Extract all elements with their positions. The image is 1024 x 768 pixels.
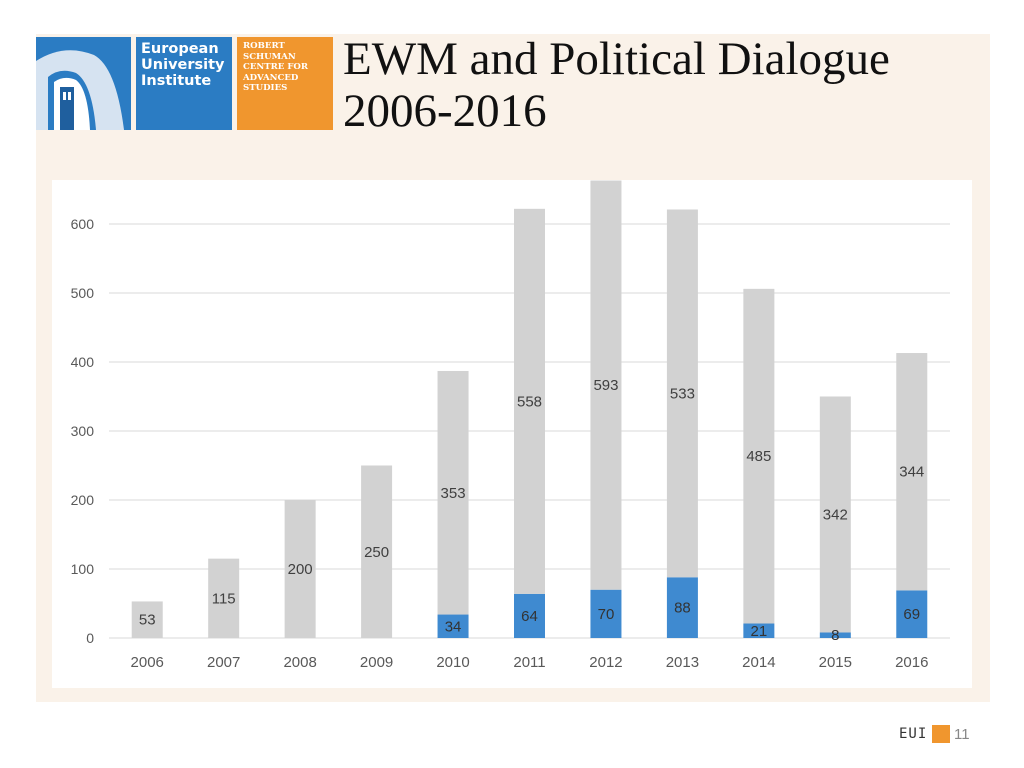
y-tick-label: 400 xyxy=(71,354,95,370)
y-tick-label: 500 xyxy=(71,285,95,301)
x-tick-label: 2009 xyxy=(360,654,393,671)
bar-ewm-2013 xyxy=(666,209,698,578)
y-tick-label: 600 xyxy=(71,216,95,232)
data-label-political-dialogue: 64 xyxy=(521,608,538,625)
bar-ewm-2010 xyxy=(437,370,469,615)
x-tick-label: 2011 xyxy=(513,654,545,671)
x-tick-label: 2012 xyxy=(589,654,622,671)
data-label-ewm: 250 xyxy=(364,544,389,561)
eui-logo: European University Institute xyxy=(136,37,232,130)
slide-title: EWM and Political Dialogue 2006-2016 xyxy=(343,33,890,137)
data-label-political-dialogue: 88 xyxy=(674,600,691,617)
data-label-ewm: 53 xyxy=(139,612,156,629)
data-label-political-dialogue: 70 xyxy=(598,606,615,623)
y-tick-label: 0 xyxy=(86,630,94,646)
x-tick-label: 2016 xyxy=(895,654,928,671)
x-tick-label: 2014 xyxy=(742,654,775,671)
bar-ewm-2009 xyxy=(361,465,393,638)
page-number: 11 xyxy=(954,726,970,743)
y-tick-label: 100 xyxy=(71,561,95,577)
x-tick-label: 2006 xyxy=(131,654,164,671)
data-label-ewm: 485 xyxy=(746,448,771,465)
bar-ewm-2011 xyxy=(514,208,545,594)
footer-orange-square xyxy=(932,725,950,743)
bar-ewm-2008 xyxy=(284,500,316,638)
data-label-ewm: 200 xyxy=(288,561,313,578)
bar-political-dialogue-2011 xyxy=(514,593,545,638)
rsc-logo-text: ROBERT SCHUMAN CENTRE FOR ADVANCED STUDI… xyxy=(243,41,309,93)
eui-logo-text: European University Institute xyxy=(141,41,225,89)
y-tick-label: 300 xyxy=(71,423,95,439)
bar-ewm-2007 xyxy=(208,558,240,638)
data-label-ewm: 558 xyxy=(517,393,542,410)
bar-ewm-2016 xyxy=(896,353,928,591)
data-label-ewm: 115 xyxy=(212,590,236,607)
data-label-ewm: 344 xyxy=(899,464,924,481)
footer-eui-mark: EUI xyxy=(899,726,928,742)
chart-area: 0 100 200 300 400 500 600 53 2006 115 2007 200 2008 2… xyxy=(52,180,972,688)
data-label-political-dialogue: 8 xyxy=(831,627,839,644)
data-label-political-dialogue: 21 xyxy=(751,623,768,640)
bar-ewm-2006 xyxy=(131,601,163,638)
bar-political-dialogue-2015 xyxy=(819,632,851,638)
x-tick-label: 2008 xyxy=(283,654,316,671)
data-label-political-dialogue: 34 xyxy=(445,618,462,635)
bar-chart: 0 100 200 300 400 500 600 53 2006 115 2007 200 2008 2… xyxy=(71,180,950,671)
bar-political-dialogue-2014 xyxy=(743,623,775,638)
data-label-ewm: 342 xyxy=(823,506,848,523)
bar-political-dialogue-2016 xyxy=(896,590,928,638)
y-tick-label: 200 xyxy=(71,492,95,508)
data-label-ewm: 593 xyxy=(593,377,618,394)
x-tick-label: 2007 xyxy=(207,654,240,671)
data-label-political-dialogue: 69 xyxy=(903,606,920,623)
bar-political-dialogue-2013 xyxy=(666,577,698,638)
rsc-logo: ROBERT SCHUMAN CENTRE FOR ADVANCED STUDI… xyxy=(237,37,333,130)
bar-ewm-2014 xyxy=(743,288,775,624)
bar-ewm-2015 xyxy=(819,396,851,633)
eui-arch-logo xyxy=(36,37,131,130)
bar-political-dialogue-2012 xyxy=(590,589,622,638)
bar-ewm-2012 xyxy=(590,180,622,590)
data-label-ewm: 353 xyxy=(441,485,466,502)
data-label-ewm: 533 xyxy=(670,385,695,402)
x-tick-label: 2010 xyxy=(436,654,469,671)
x-tick-label: 2015 xyxy=(819,654,852,671)
x-tick-label: 2013 xyxy=(666,654,699,671)
bar-political-dialogue-2010 xyxy=(437,614,469,638)
